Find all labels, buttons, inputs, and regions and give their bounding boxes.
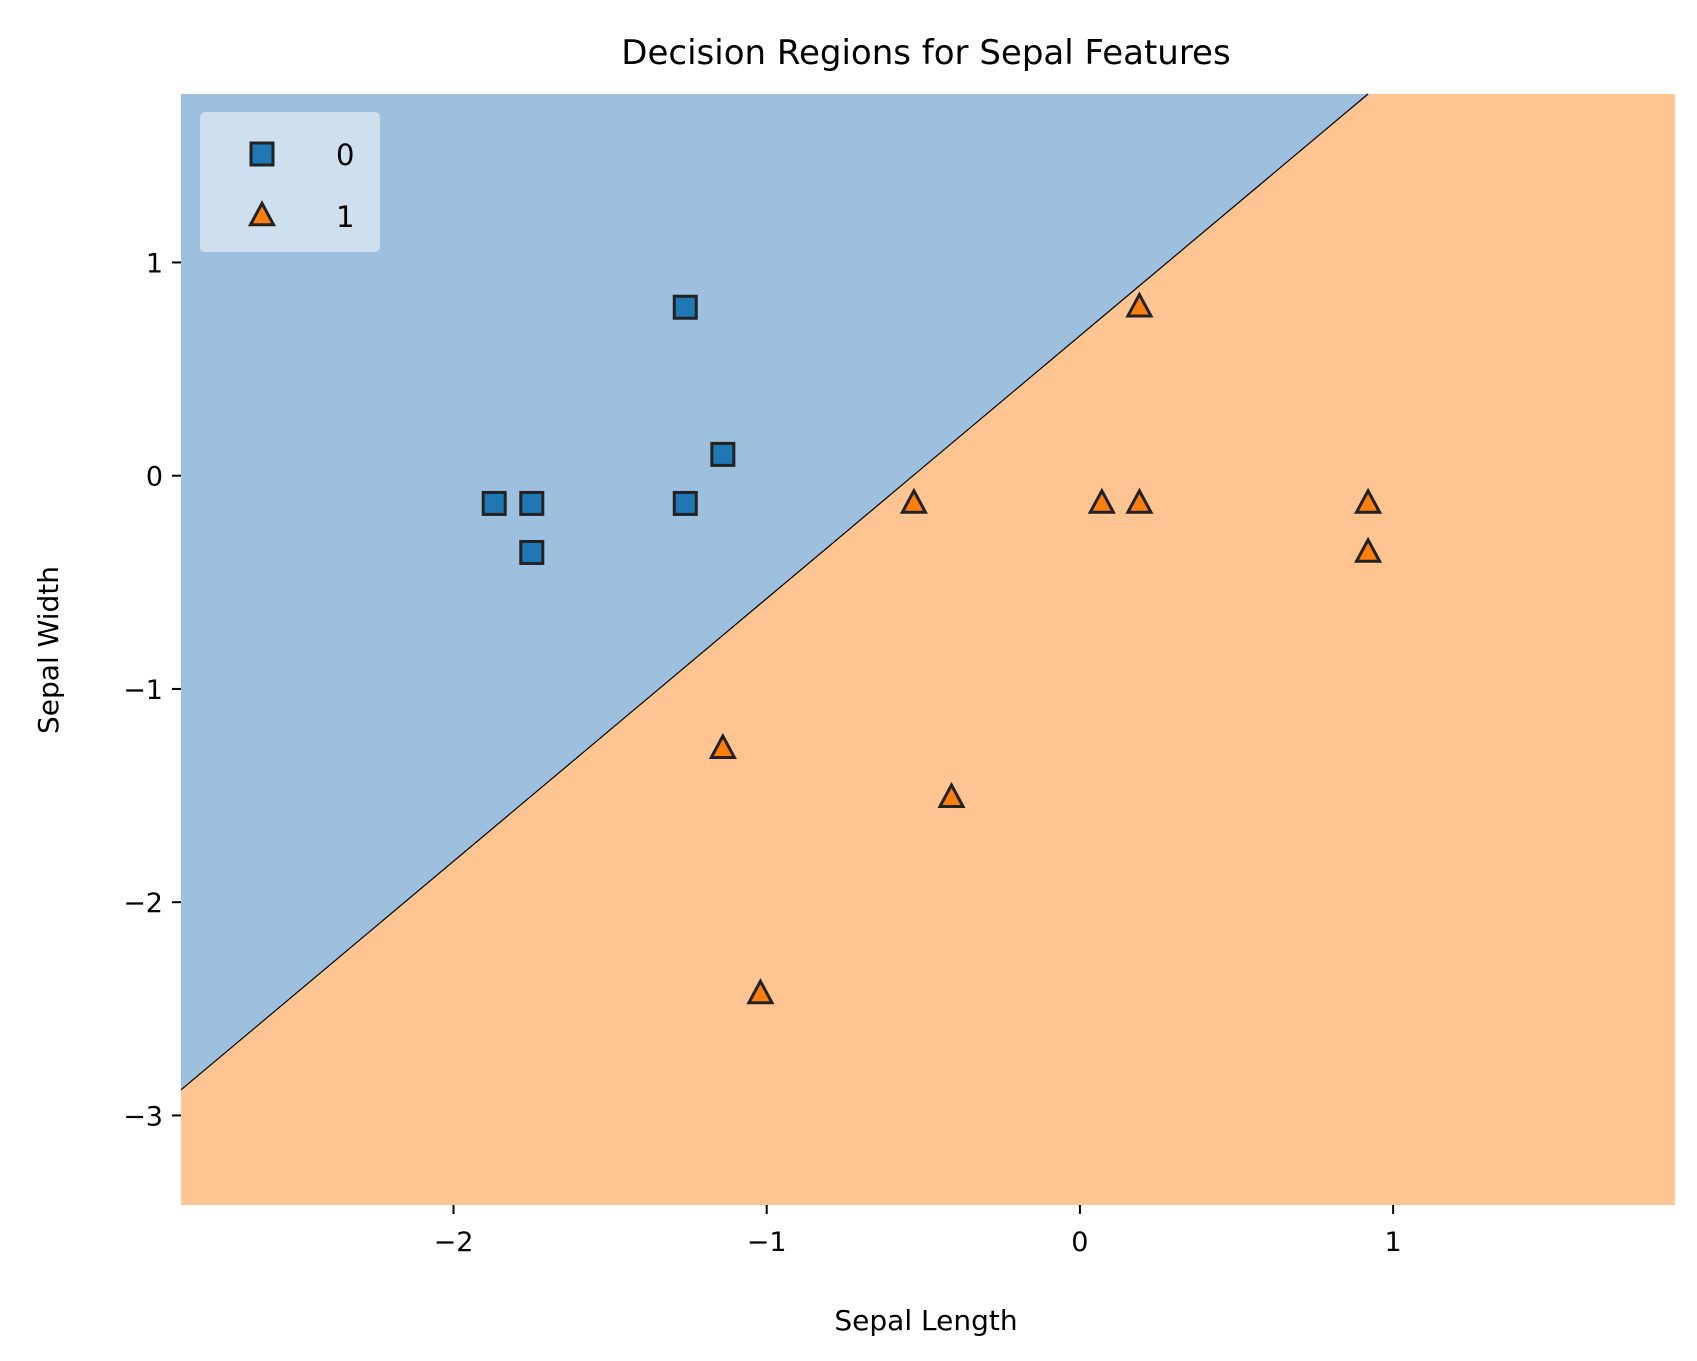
y-tick-label--1: −1 [123,675,163,706]
point-series-1-8 [746,978,775,1005]
point-series-1-3 [1125,487,1154,514]
x-tick-label--1: −1 [747,1227,787,1258]
x-tick-label-0: 0 [1071,1227,1088,1258]
x-tick-label--2: −2 [434,1227,474,1258]
decision-regions [180,93,1675,1205]
point-series-0-0 [481,490,507,516]
point-series-1-2 [1087,487,1116,514]
point-series-1-5 [1353,536,1383,563]
point-series-0-3 [672,294,698,320]
point-series-1-6 [708,732,737,759]
data-markers [481,291,1383,1005]
legend-marker-1 [247,200,277,227]
legend-label-0: 0 [336,138,354,172]
point-series-0-1 [519,490,545,516]
chart-axes: −2 −1 0 1 −3 −2 −1 0 1 [123,248,1402,1258]
point-series-1-7 [937,781,966,809]
x-tick-label-1: 1 [1385,1227,1402,1258]
chart-title: Decision Regions for Sepal Features [621,33,1230,73]
point-series-1-0 [1125,291,1154,318]
point-series-1-1 [899,487,928,514]
y-tick-label--3: −3 [123,1101,163,1132]
legend: 01 [200,112,380,252]
point-series-0-5 [672,490,698,516]
decision-boundary-line [180,93,1369,1091]
region-class-1 [181,94,1675,1205]
y-tick-label--2: −2 [123,888,163,919]
x-axis-title: Sepal Length [834,1304,1017,1337]
y-tick-label-0: 0 [146,462,163,493]
point-series-1-4 [1353,487,1383,514]
y-axis-title: Sepal Width [32,566,65,734]
legend-box [200,112,380,252]
legend-marker-0 [249,141,275,167]
legend-label-1: 1 [336,200,354,234]
y-tick-label-1: 1 [146,248,163,279]
point-series-0-2 [519,539,545,565]
point-series-0-4 [710,441,736,467]
